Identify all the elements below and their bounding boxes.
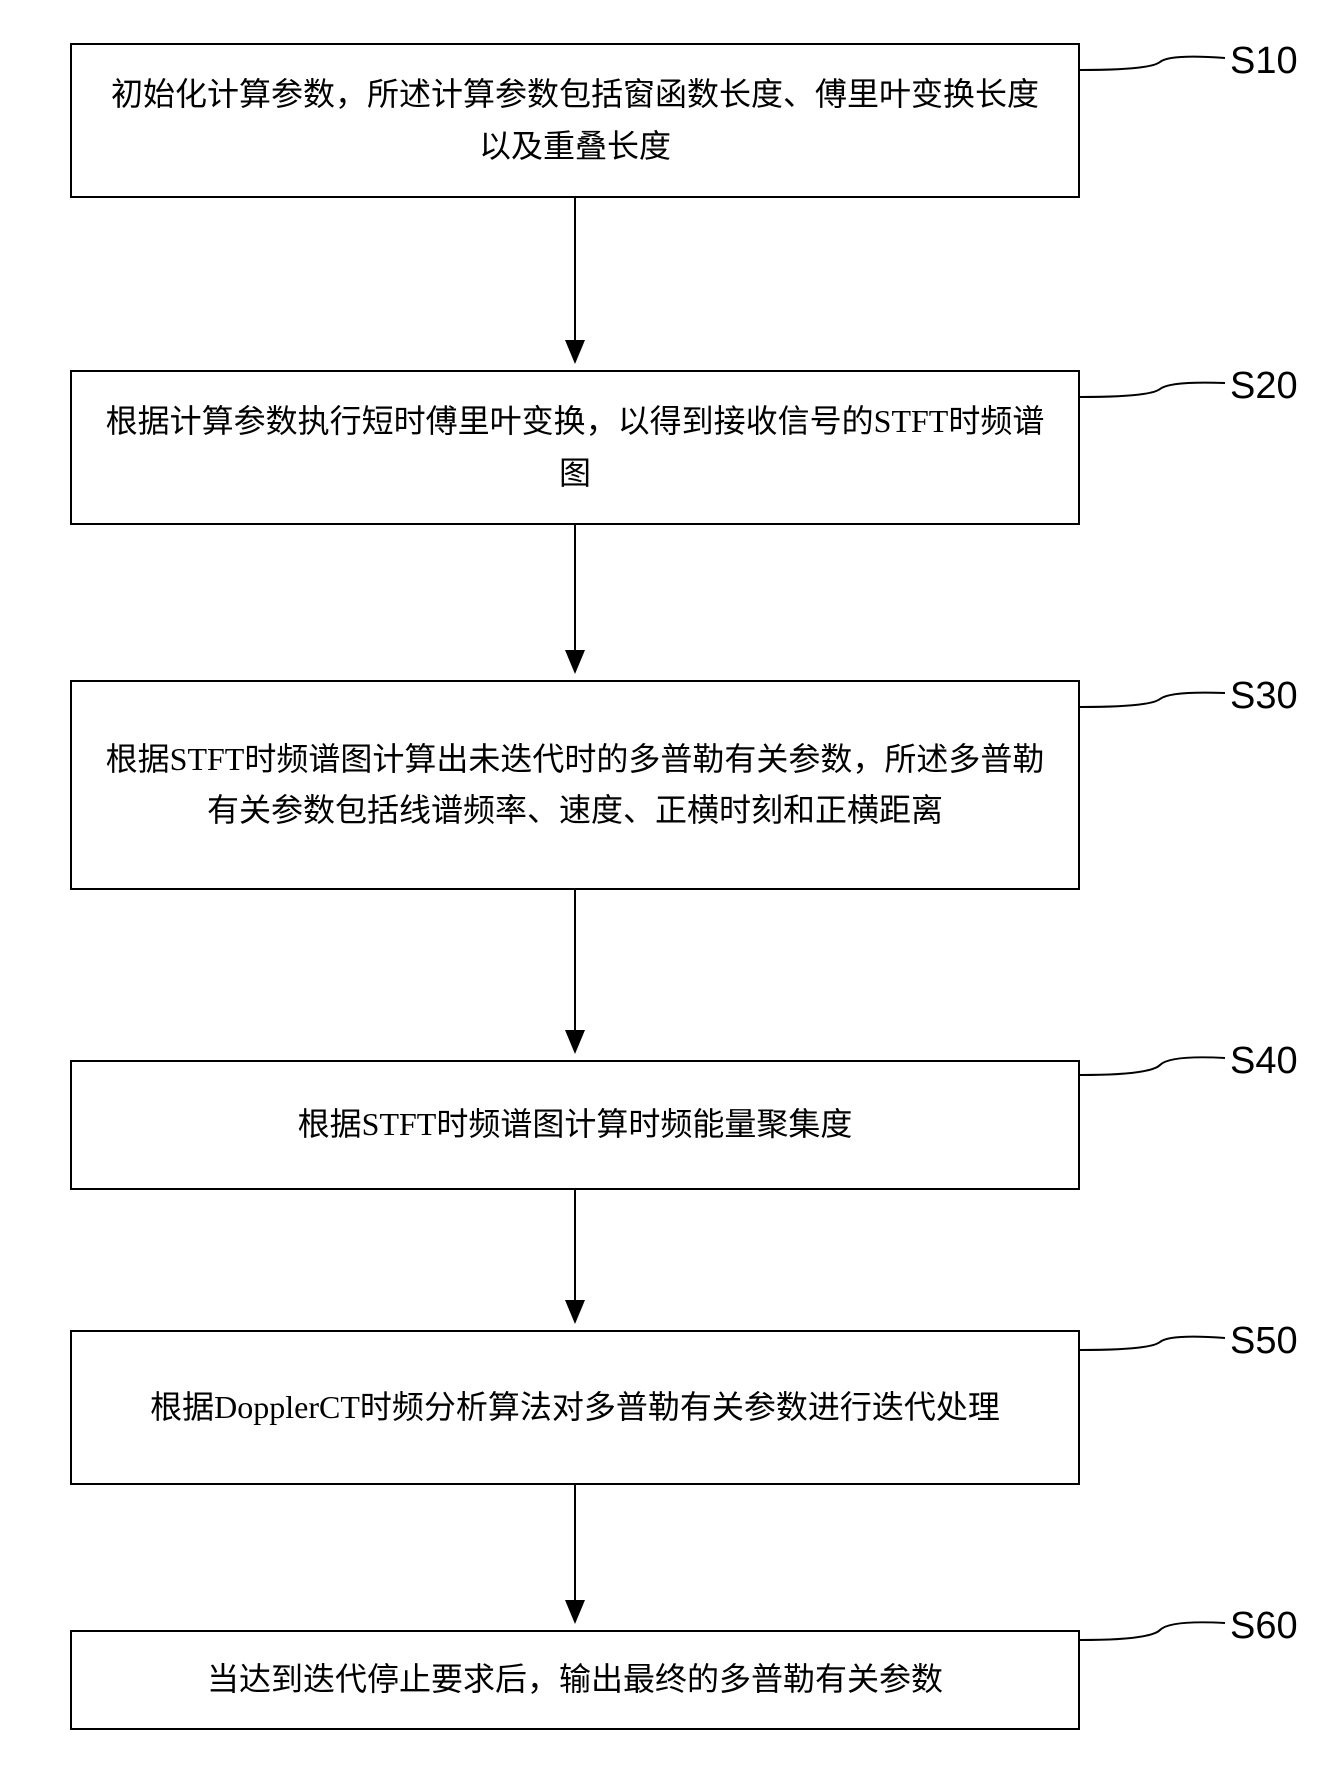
flowchart-container: 初始化计算参数，所述计算参数包括窗函数长度、傅里叶变换长度以及重叠长度 S10 …: [0, 0, 1330, 1770]
step-text-s60: 当达到迭代停止要求后，输出最终的多普勒有关参数: [207, 1654, 943, 1705]
step-text-s50: 根据DopplerCT时频分析算法对多普勒有关参数进行迭代处理: [150, 1382, 1000, 1433]
step-text-s40: 根据STFT时频谱图计算时频能量聚集度: [298, 1099, 853, 1150]
step-text-s10: 初始化计算参数，所述计算参数包括窗函数长度、傅里叶变换长度以及重叠长度: [97, 69, 1053, 171]
step-label-s10: S10: [1230, 40, 1298, 83]
step-box-s30: 根据STFT时频谱图计算出未迭代时的多普勒有关参数，所述多普勒有关参数包括线谱频…: [70, 680, 1080, 890]
step-box-s10: 初始化计算参数，所述计算参数包括窗函数长度、傅里叶变换长度以及重叠长度: [70, 43, 1080, 198]
step-box-s40: 根据STFT时频谱图计算时频能量聚集度: [70, 1060, 1080, 1190]
step-box-s20: 根据计算参数执行短时傅里叶变换，以得到接收信号的STFT时频谱图: [70, 370, 1080, 525]
step-box-s50: 根据DopplerCT时频分析算法对多普勒有关参数进行迭代处理: [70, 1330, 1080, 1485]
step-text-s30: 根据STFT时频谱图计算出未迭代时的多普勒有关参数，所述多普勒有关参数包括线谱频…: [97, 734, 1053, 836]
step-label-s50: S50: [1230, 1320, 1298, 1363]
step-label-s60: S60: [1230, 1605, 1298, 1648]
step-box-s60: 当达到迭代停止要求后，输出最终的多普勒有关参数: [70, 1630, 1080, 1730]
step-text-s20: 根据计算参数执行短时傅里叶变换，以得到接收信号的STFT时频谱图: [97, 396, 1053, 498]
step-label-s40: S40: [1230, 1040, 1298, 1083]
step-label-s30: S30: [1230, 675, 1298, 718]
step-label-s20: S20: [1230, 365, 1298, 408]
